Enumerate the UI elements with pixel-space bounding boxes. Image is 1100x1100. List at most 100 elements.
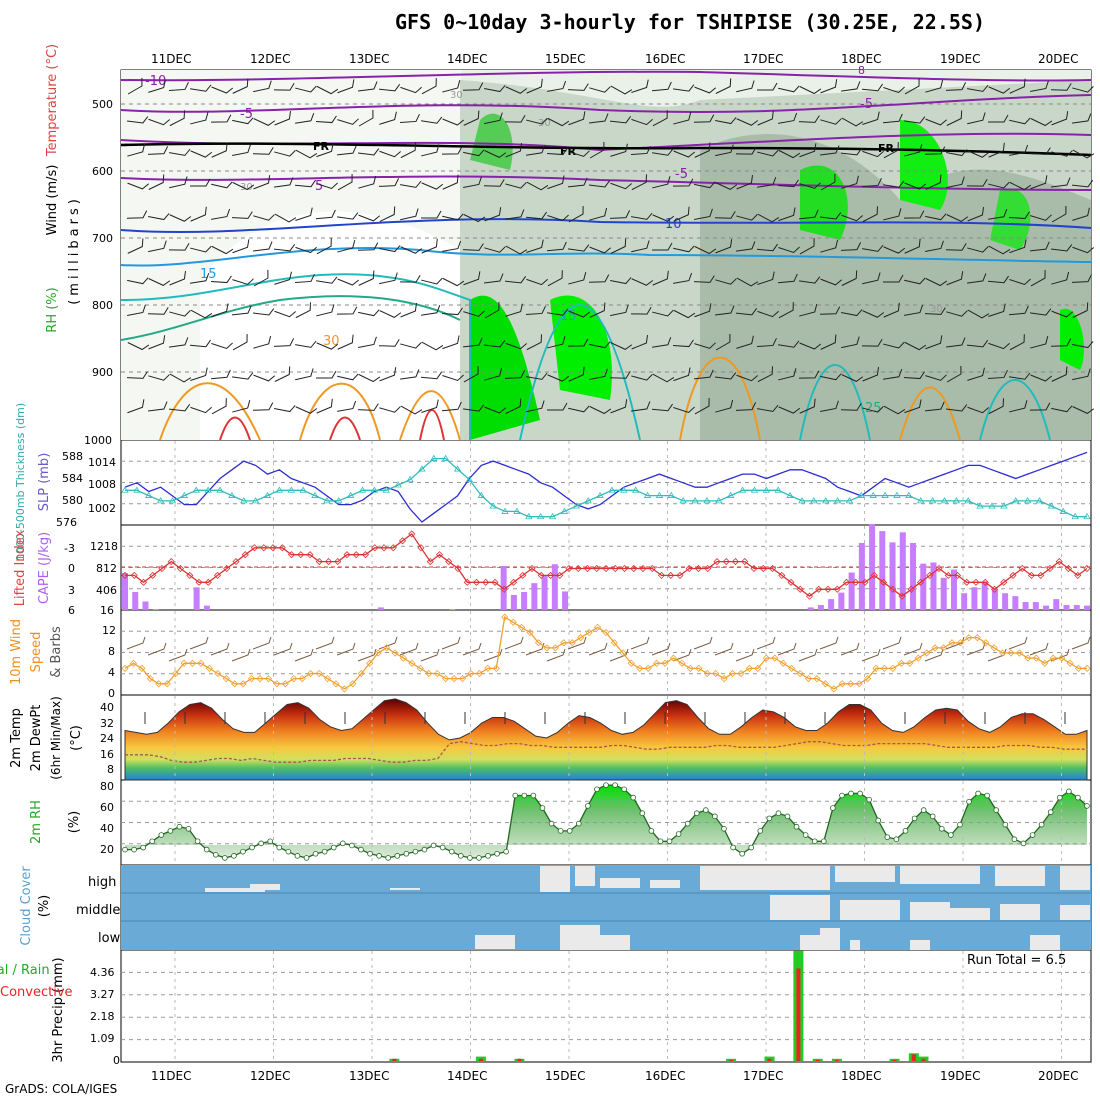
wind-barb xyxy=(484,207,502,222)
wind-barb xyxy=(358,270,375,286)
convective-bar xyxy=(892,1059,897,1061)
wind-barb-stroke xyxy=(694,398,710,415)
wind-barb xyxy=(273,244,296,252)
wind-barb xyxy=(610,342,633,350)
wind-barb xyxy=(568,366,585,382)
data-point xyxy=(857,491,866,498)
wind-barb-stroke xyxy=(672,339,694,348)
wind-barb xyxy=(1051,111,1069,126)
wind-barb-stroke xyxy=(190,84,212,92)
wind10-barb xyxy=(840,642,860,656)
wind-barb-stroke xyxy=(505,398,522,414)
data-point xyxy=(612,782,618,788)
data-point xyxy=(167,558,175,566)
wind-barb xyxy=(295,340,317,348)
wind-barb-stroke xyxy=(820,239,839,253)
wind-barb-stroke xyxy=(778,207,796,222)
wind-barb-stroke xyxy=(715,399,734,413)
data-point xyxy=(678,659,686,667)
wind-barb-stroke xyxy=(1030,374,1053,382)
data-point xyxy=(695,664,703,672)
convective-bar xyxy=(392,1058,397,1061)
wind-barb xyxy=(799,143,817,158)
y-tick-label: 16 xyxy=(100,748,114,761)
data-point xyxy=(957,821,963,828)
wind-barb-stroke xyxy=(358,336,377,349)
wind-barb-stroke xyxy=(673,272,693,284)
data-point xyxy=(926,571,934,579)
data-point xyxy=(519,571,527,579)
wind-barb xyxy=(673,272,693,284)
wind-barb xyxy=(568,405,590,413)
wind10-barb xyxy=(693,636,713,650)
data-point xyxy=(611,564,619,573)
cape-bar xyxy=(193,587,200,610)
wind-barb xyxy=(1009,117,1031,125)
wind-barb-stroke xyxy=(630,306,652,315)
wind-barb-stroke xyxy=(210,114,232,123)
wind-barb-stroke xyxy=(715,278,737,285)
wind-barb xyxy=(378,84,401,92)
wind-barb-stroke xyxy=(169,110,186,127)
data-point xyxy=(358,846,364,853)
wind-barb-stroke xyxy=(400,302,417,318)
cloud-block xyxy=(840,900,900,920)
wind-barb-stroke xyxy=(484,85,506,93)
wind-barb xyxy=(483,179,505,187)
data-point xyxy=(759,564,767,573)
wind-barb xyxy=(988,245,1011,255)
wind-barb xyxy=(295,302,312,319)
data-point xyxy=(525,512,533,520)
wind-barb-stroke xyxy=(946,271,964,286)
wind-barb xyxy=(463,271,481,286)
data-point xyxy=(528,564,536,573)
wind-barb-stroke xyxy=(253,269,269,287)
wind-barb xyxy=(589,86,611,93)
data-point xyxy=(1035,497,1044,504)
wind-barb-stroke xyxy=(967,273,987,284)
wind-barb xyxy=(862,310,885,318)
wind-barb-stroke xyxy=(778,368,797,381)
wind-barb xyxy=(1030,308,1052,316)
wind-barb xyxy=(358,109,374,127)
wind-barb xyxy=(799,342,822,350)
data-point xyxy=(357,669,365,678)
wind-barb-stroke xyxy=(799,276,821,284)
wind-barb xyxy=(883,208,902,221)
wind-barb-stroke xyxy=(316,342,339,350)
data-point xyxy=(435,551,444,559)
wind-barb xyxy=(736,118,759,126)
wind-barb xyxy=(337,118,359,125)
wind-barb xyxy=(651,403,673,412)
wind10-barb xyxy=(630,636,650,650)
data-point xyxy=(1023,497,1032,504)
wind-barb xyxy=(988,303,1006,317)
data-point xyxy=(822,497,830,504)
wind-barb-stroke xyxy=(484,150,507,158)
wind-barb xyxy=(357,81,378,92)
wind-barb xyxy=(610,277,632,285)
wind-barb-stroke xyxy=(526,278,548,286)
wind-barb-stroke xyxy=(463,271,481,286)
data-point xyxy=(916,578,925,586)
wind-barb-stroke xyxy=(399,274,421,283)
wind-barb-stroke xyxy=(190,150,213,158)
data-point xyxy=(1032,654,1040,662)
data-point xyxy=(269,544,277,552)
data-point xyxy=(750,486,759,493)
wind-barb-stroke xyxy=(883,86,905,94)
wind-barb-stroke xyxy=(232,239,250,254)
data-point xyxy=(990,644,998,652)
wind10-barb xyxy=(336,642,356,656)
data-point xyxy=(330,844,337,851)
cloud-block xyxy=(600,878,640,888)
wind-barb-stroke xyxy=(274,271,292,285)
wind-barb-stroke xyxy=(525,305,546,316)
wind-barb xyxy=(274,177,294,188)
wind-barb xyxy=(861,338,883,347)
y-tick-label: 900 xyxy=(92,366,113,379)
wind-barb xyxy=(442,174,459,190)
data-point xyxy=(448,848,455,855)
wind-barb xyxy=(127,182,150,190)
cloud-block xyxy=(390,888,420,890)
